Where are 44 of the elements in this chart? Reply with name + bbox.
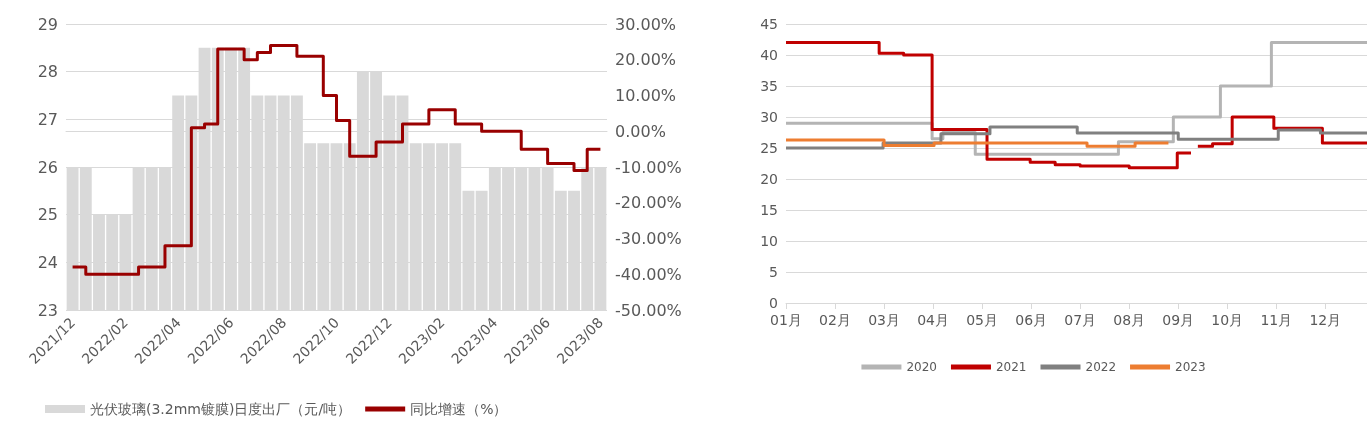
y-tick-label: 26 bbox=[37, 157, 58, 177]
legend-label: 2022 bbox=[1085, 360, 1117, 374]
y2-tick-label: 30.00% bbox=[615, 14, 677, 34]
x-tick-label: 11月 bbox=[1260, 312, 1293, 328]
x-tick-label: 12月 bbox=[1309, 312, 1342, 328]
x-tick-label: 01月 bbox=[770, 312, 802, 328]
y-tick-label: 25 bbox=[760, 140, 778, 156]
x-tick-label: 03月 bbox=[868, 312, 900, 328]
y2-tick-label: 20.00% bbox=[615, 50, 677, 70]
y-tick-label: 24 bbox=[37, 252, 58, 272]
x-tick-label: 08月 bbox=[1113, 312, 1146, 328]
y-tick-label: 35 bbox=[760, 78, 778, 94]
y-tick-label: 25 bbox=[37, 205, 58, 225]
y-tick-label: 0 bbox=[769, 295, 778, 311]
y-tick-label: 10 bbox=[760, 233, 778, 249]
legend-label: 2020 bbox=[906, 360, 937, 374]
y2-tick-label: -40.00% bbox=[615, 264, 682, 284]
y-tick-label: 45 bbox=[760, 16, 778, 32]
x-tick-label: 04月 bbox=[917, 312, 949, 328]
y2-tick-label: -20.00% bbox=[615, 193, 682, 213]
x-tick-label: 07月 bbox=[1064, 312, 1097, 328]
legend-label: 光伏玻璃(3.2mm镀膜)日度出厂（元/吨） bbox=[90, 401, 352, 417]
y-tick-label: 5 bbox=[769, 264, 778, 280]
y-tick-label: 40 bbox=[760, 47, 778, 63]
legend-label: 同比增速（%） bbox=[410, 401, 508, 417]
y-tick-label: 20 bbox=[760, 171, 778, 187]
y-tick-label: 29 bbox=[37, 14, 58, 34]
y-tick-label: 15 bbox=[760, 202, 778, 218]
x-tick-label: 09月 bbox=[1162, 312, 1195, 328]
x-tick-label: 06月 bbox=[1015, 312, 1048, 328]
y2-tick-label: -30.00% bbox=[615, 229, 682, 248]
legend-label: 2023 bbox=[1175, 360, 1206, 374]
y-tick-label: 28 bbox=[37, 62, 58, 82]
y-tick-label: 30 bbox=[760, 109, 778, 125]
legend-label: 2021 bbox=[995, 360, 1027, 374]
x-tick-label: 10月 bbox=[1211, 312, 1244, 328]
y-tick-label: 23 bbox=[37, 300, 58, 320]
y2-tick-label: 10.00% bbox=[615, 86, 677, 105]
y-tick-label: 27 bbox=[37, 109, 58, 129]
y2-tick-label: -50.00% bbox=[615, 300, 682, 320]
y2-tick-label: -10.00% bbox=[615, 157, 682, 177]
y2-tick-label: 0.00% bbox=[615, 121, 666, 141]
x-tick-label: 02月 bbox=[819, 312, 851, 328]
x-tick-label: 05月 bbox=[966, 312, 999, 328]
